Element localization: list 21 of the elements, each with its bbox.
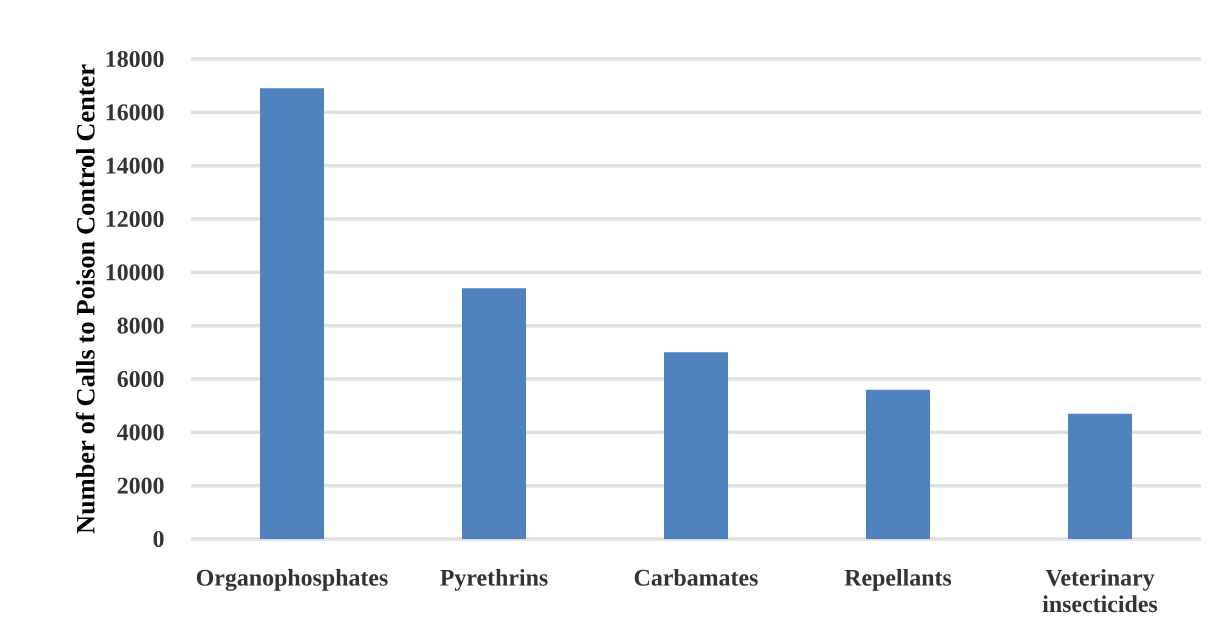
bar [663,352,728,539]
y-tick-label: 6000 [117,370,164,388]
y-tick-label: 18000 [106,50,164,68]
x-tick-label: Organophosphates [196,568,388,591]
bar [1067,413,1132,539]
x-tick-label: Pyrethrins [440,568,548,591]
y-tick-label: 4000 [117,424,164,441]
bar [462,288,526,539]
y-tick-label: 8000 [117,317,164,334]
y-tick-label: 16000 [106,104,164,121]
y-tick-label: 10000 [106,264,164,281]
y-tick-label: 14000 [106,157,164,174]
y-tick-label: 2000 [117,477,164,494]
x-tick-label: Carbamates [634,568,758,586]
x-tick-label: Repellants [844,568,952,591]
y-tick-label: 12000 [106,210,164,228]
bar [260,88,324,539]
y-tick-label: 0 [153,530,164,548]
x-tick-label: Veterinary insecticides [1042,568,1158,613]
bar [865,389,930,539]
y-axis-title: Number of Calls to Poison Control Center [75,64,95,534]
